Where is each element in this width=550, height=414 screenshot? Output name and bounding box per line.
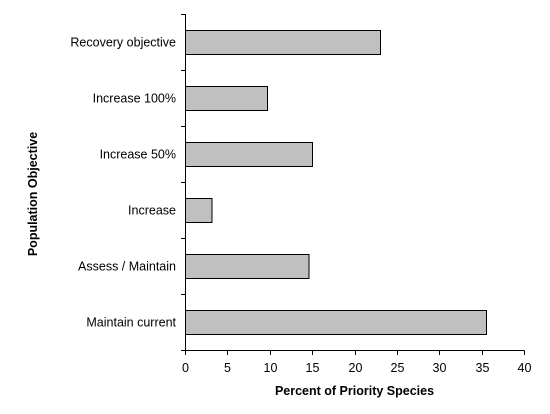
category-label: Increase 100%	[93, 92, 176, 106]
x-tick-label: 0	[182, 361, 189, 375]
category-labels-group: Recovery objective Increase 100% Increase …	[70, 36, 176, 330]
category-label: Recovery objective	[70, 36, 176, 50]
bars-group	[185, 30, 487, 335]
x-tick-label: 15	[306, 361, 320, 375]
bar	[185, 86, 269, 111]
bar	[185, 142, 314, 167]
x-tick-label: 40	[518, 361, 532, 375]
bar	[185, 30, 381, 55]
x-tick-label: 30	[433, 361, 447, 375]
x-tick-labels-group: 0 5 10 15 20 25 30 35 40	[182, 361, 531, 375]
bar	[185, 310, 487, 335]
x-tick-label: 5	[224, 361, 231, 375]
category-label: Maintain current	[86, 316, 176, 330]
x-tick-label: 10	[264, 361, 278, 375]
bar	[185, 254, 310, 279]
category-label: Increase	[128, 204, 176, 218]
x-axis-title: Percent of Priority Species	[275, 384, 434, 398]
y-axis-title: Population Objective	[26, 132, 40, 256]
x-tick-label: 20	[349, 361, 363, 375]
category-label: Assess / Maintain	[78, 260, 176, 274]
x-tick-label: 35	[476, 361, 490, 375]
category-label: Increase 50%	[100, 148, 176, 162]
x-tick-label: 25	[391, 361, 405, 375]
x-ticks-group	[181, 14, 525, 355]
bar	[185, 198, 213, 223]
